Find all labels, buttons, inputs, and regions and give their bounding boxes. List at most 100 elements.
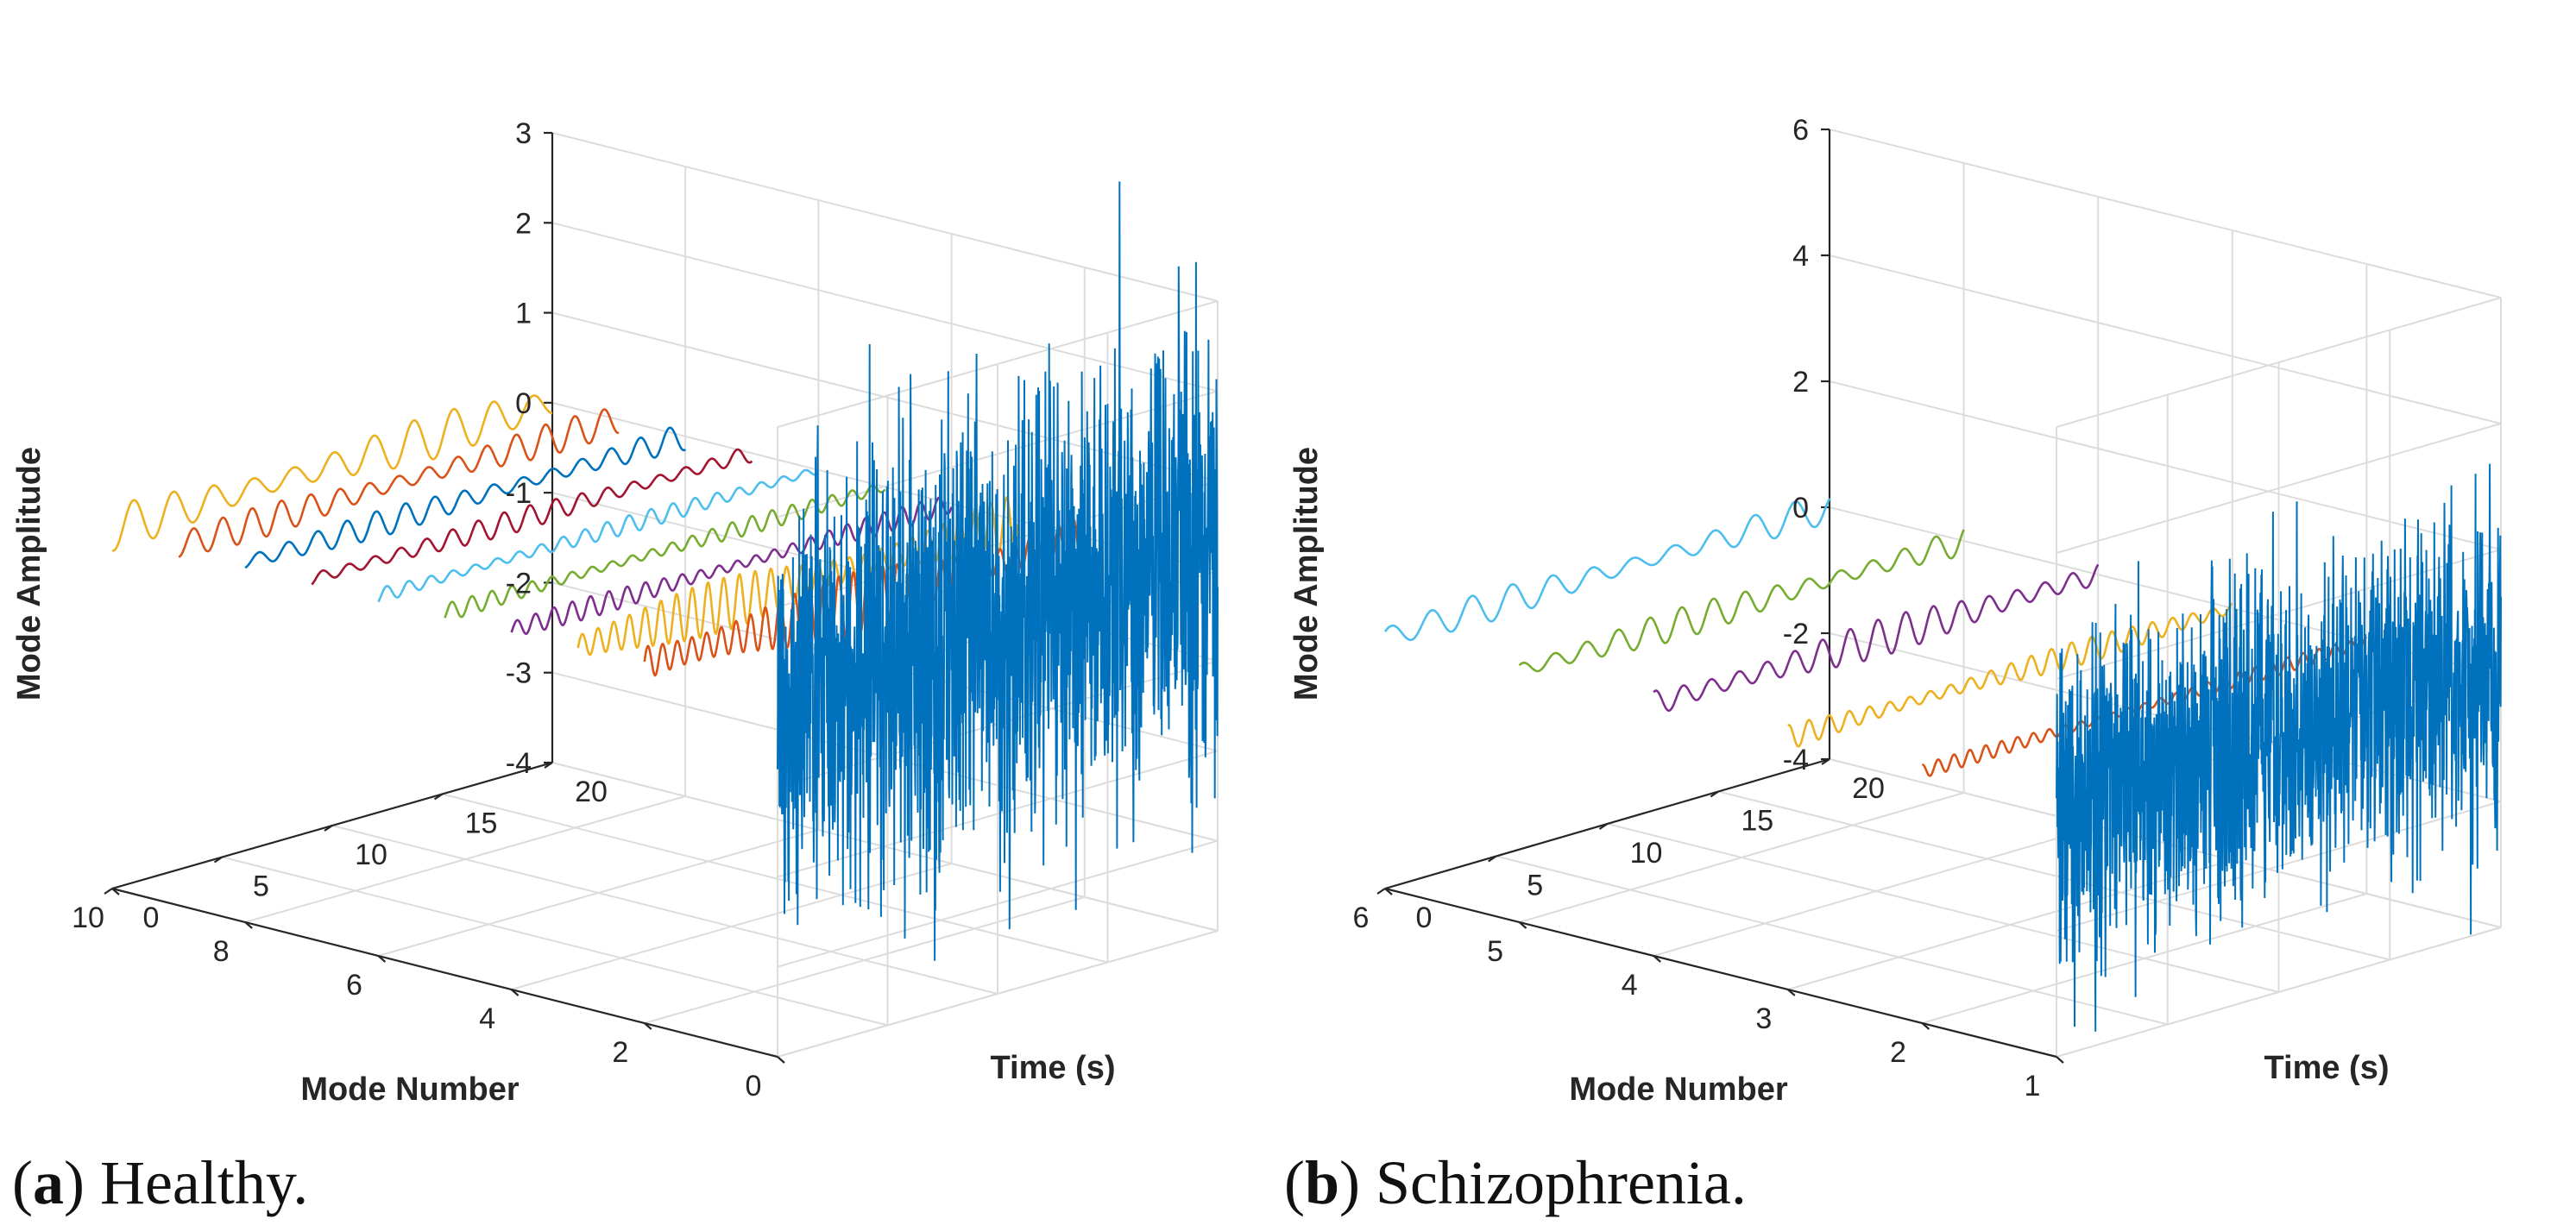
grid-line [1829,129,2502,298]
x-axis-label: Time (s) [2264,1050,2389,1086]
y-tick-label: 6 [1353,901,1370,934]
series-mode-4 [510,496,953,636]
panel-letter: b [1305,1148,1339,1217]
z-tick-label: -3 [506,657,532,690]
x-tick-label: 0 [143,901,160,934]
y-tick [377,955,387,963]
y-tick-label: 0 [746,1070,762,1102]
y-tick [1518,921,1527,929]
z-tick-label: 2 [515,207,532,240]
grid-line [511,863,952,990]
caption-text: Schizophrenia. [1376,1148,1747,1217]
grid-line [378,829,819,957]
series-mode-7 [311,448,753,586]
grid-line [644,896,1086,1024]
series-mode-6 [377,468,820,603]
z-tick-label: -1 [506,477,532,510]
grid-line [777,300,1219,428]
series-original-signal [2056,463,2502,1032]
grid-line [777,930,1219,1058]
y-tick [111,888,120,895]
y-axis-line [111,887,778,1059]
x-axis-label: Time (s) [990,1050,1115,1086]
z-axis-label: Mode Amplitude [1288,447,1325,700]
series-mode-2 [1922,636,2367,777]
y-tick [2056,1056,2064,1064]
y-tick [644,1022,652,1030]
z-tick-label: 1 [515,298,532,330]
z-tick-label: -4 [1783,744,1809,776]
y-tick-label: 4 [479,1002,495,1035]
z-tick-label: 4 [1792,240,1809,273]
caption-text: Healthy. [100,1148,308,1217]
y-axis-line [1384,887,2057,1059]
grid-line [244,795,686,923]
grid-line [2056,801,2502,932]
axes [1376,128,2064,1064]
grid-line [2056,423,2502,554]
grid-line [551,222,1219,393]
z-tick-label: -4 [506,747,532,780]
y-tick-label: 2 [612,1036,628,1069]
y-tick-label: 3 [1755,1002,1772,1035]
grid-line [777,839,1219,968]
grid-line [551,132,1219,302]
z-tick-label: 0 [515,387,532,420]
x-tick-label: 5 [253,870,269,903]
y-tick [1653,955,1661,963]
y-tick [1921,1022,1930,1030]
grid-line [1787,859,2233,990]
axes [104,131,785,1064]
grid-line [1519,792,1964,923]
y-tick-label: 10 [72,901,104,934]
y-tick-label: 2 [1890,1036,1906,1069]
z-tick-label: -2 [506,567,532,600]
grid-line [1718,790,2390,961]
y-tick [244,921,253,929]
x-tick-label: 20 [1852,772,1885,805]
x-tick-label: 0 [1416,901,1433,934]
grid-line [551,762,1219,932]
y-tick-label: 8 [213,935,230,968]
series-mode-5 [1518,529,1965,673]
panel-letter: a [33,1148,64,1217]
series-mode-8 [244,426,686,569]
series-mode-4 [1653,563,2100,713]
z-tick-label: 6 [1792,114,1809,147]
series-mode-9 [178,408,620,558]
grid-line [777,390,1219,518]
x-tick-label: 15 [1741,805,1773,838]
z-tick-label: 3 [515,117,532,150]
x-tick-label: 15 [465,807,498,840]
grid-line [1607,823,2279,993]
series-mode-5 [444,484,886,619]
z-tick-label: 2 [1792,366,1809,399]
y-tick [1384,888,1393,895]
series-mode-6 [1383,498,1831,642]
x-tick-label: 10 [1630,837,1663,870]
tick-labels: 0 5 10 15 20 0 2 4 6 8 10 -4 -3 -2 -1 0 1 2 3 [72,117,761,1102]
grid-line [1922,893,2367,1024]
caption: (a) Healthy. [12,1148,308,1217]
y-tick [510,989,520,996]
series-group [1383,463,2502,1032]
grid-line [551,671,1219,842]
z-tick-label: -2 [1783,618,1809,650]
y-axis-label: Mode Number [300,1071,520,1108]
y-tick-label: 6 [346,969,362,1002]
x-tick [104,888,113,895]
y-tick [1787,989,1796,996]
x-tick-label: 20 [575,776,608,808]
grid-line [1829,380,2502,550]
grid-line [2056,927,2502,1058]
y-axis-label: Mode Number [1569,1071,1788,1108]
tick-labels: 0 5 10 15 20 1 2 3 4 5 6 -4 -2 0 2 4 6 [1353,114,2041,1102]
x-tick [324,825,333,832]
panel-healthy: 0 5 10 15 20 0 2 4 6 8 10 -4 -3 -2 -1 0 1 2 3 Time (s) Mod… [11,117,1219,1217]
grid-line [1653,826,2099,957]
y-tick-label: 1 [2025,1070,2041,1102]
series-mode-10 [111,394,553,552]
x-tick [1598,823,1609,830]
panel-schizophrenia: 0 5 10 15 20 1 2 3 4 5 6 -4 -2 0 2 4 6 Time (s) Mode Num… [1284,114,2502,1217]
